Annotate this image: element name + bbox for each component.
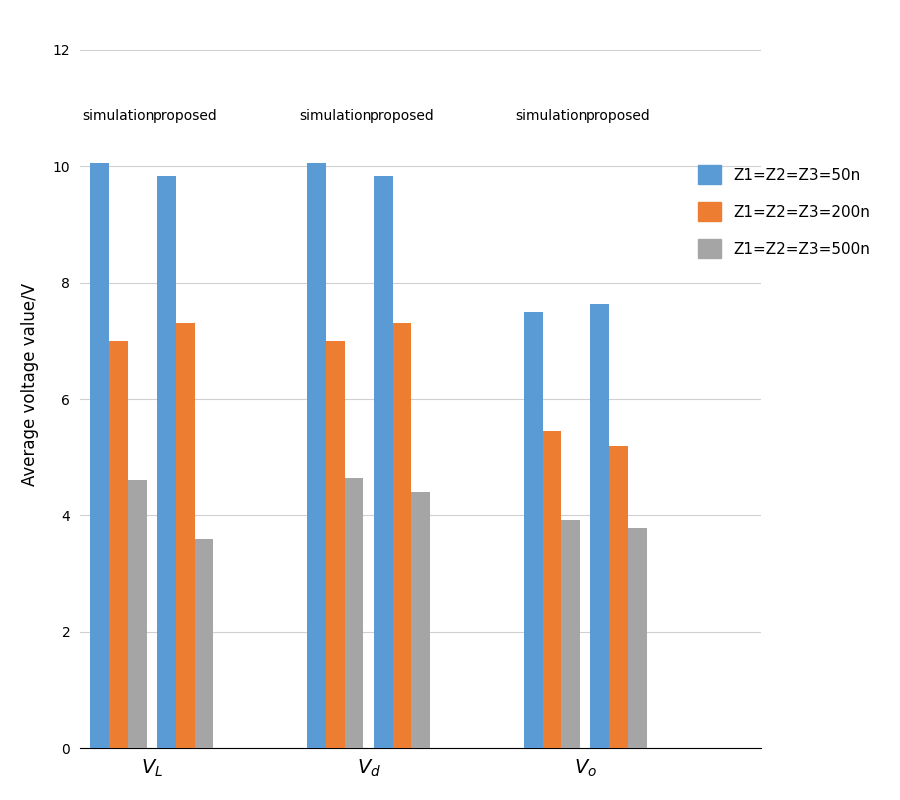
Bar: [374, 176, 392, 748]
Bar: [562, 520, 580, 748]
Bar: [524, 312, 543, 748]
Bar: [128, 481, 147, 748]
Text: proposed: proposed: [586, 109, 651, 122]
Text: simulation: simulation: [299, 109, 372, 122]
Bar: [109, 341, 128, 748]
Bar: [326, 341, 345, 748]
Bar: [628, 528, 647, 748]
Bar: [91, 163, 109, 748]
Bar: [194, 538, 213, 748]
Y-axis label: Average voltage value/V: Average voltage value/V: [21, 283, 39, 486]
Text: proposed: proposed: [153, 109, 218, 122]
Bar: [609, 446, 628, 748]
Bar: [590, 304, 609, 748]
Text: simulation: simulation: [83, 109, 155, 122]
Bar: [411, 492, 430, 748]
Bar: [543, 431, 562, 748]
Legend: Z1=Z2=Z3=50n, Z1=Z2=Z3=200n, Z1=Z2=Z3=500n: Z1=Z2=Z3=50n, Z1=Z2=Z3=200n, Z1=Z2=Z3=50…: [692, 159, 877, 264]
Bar: [307, 163, 326, 748]
Bar: [392, 323, 411, 748]
Bar: [176, 323, 194, 748]
Text: proposed: proposed: [370, 109, 435, 122]
Text: simulation: simulation: [516, 109, 588, 122]
Bar: [158, 176, 176, 748]
Bar: [345, 478, 364, 748]
